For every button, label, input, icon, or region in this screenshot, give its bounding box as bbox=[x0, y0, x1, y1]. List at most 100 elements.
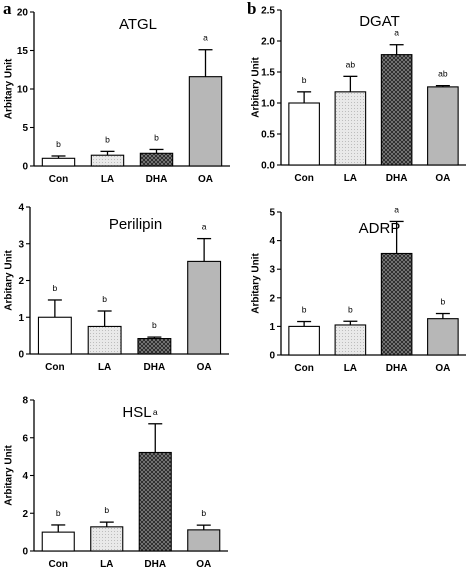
y-axis-label: Arbitary Unit bbox=[4, 250, 15, 311]
bar-con bbox=[41, 531, 75, 552]
y-tick-label: 6 bbox=[22, 433, 28, 444]
bar-dha bbox=[138, 451, 172, 552]
x-tick-label: OA bbox=[196, 559, 211, 570]
bar-dha bbox=[137, 338, 172, 355]
x-tick-label: LA bbox=[344, 173, 357, 184]
significance-letter: a bbox=[153, 407, 158, 417]
chart-title: DGAT bbox=[359, 13, 400, 30]
y-tick-label: 4 bbox=[18, 203, 24, 214]
y-tick-label: 0 bbox=[22, 162, 28, 173]
panel-letter-b: b bbox=[247, 0, 257, 18]
bar-dha bbox=[380, 252, 413, 356]
chart-title: HSL bbox=[122, 404, 151, 421]
y-tick-label: 0 bbox=[22, 547, 28, 558]
significance-letter: b bbox=[302, 305, 307, 315]
x-tick-label: LA bbox=[100, 559, 113, 570]
bar-dha bbox=[139, 152, 174, 167]
x-tick-label: OA bbox=[435, 363, 450, 374]
significance-letter: b bbox=[152, 320, 157, 330]
y-tick-label: 4 bbox=[269, 236, 275, 247]
bar-dha bbox=[380, 54, 413, 166]
x-tick-label: DHA bbox=[144, 362, 166, 373]
y-tick-label: 2.5 bbox=[261, 6, 275, 17]
y-tick-label: 2.0 bbox=[261, 37, 275, 48]
significance-letter: ab bbox=[346, 59, 356, 69]
y-tick-label: 5 bbox=[22, 123, 28, 134]
significance-letter: a bbox=[394, 28, 399, 38]
bar-oa bbox=[188, 76, 223, 167]
significance-letter: b bbox=[105, 134, 110, 144]
y-tick-label: 1.0 bbox=[261, 99, 275, 110]
y-tick-label: 4 bbox=[22, 471, 28, 482]
bar-la bbox=[90, 154, 125, 167]
y-axis-label: Arbitary Unit bbox=[4, 58, 15, 119]
significance-letter: b bbox=[102, 294, 107, 304]
bar-oa bbox=[187, 260, 222, 355]
x-tick-label: DHA bbox=[386, 173, 408, 184]
bar-oa bbox=[427, 86, 459, 166]
x-tick-label: LA bbox=[101, 174, 114, 185]
significance-letter: b bbox=[348, 304, 353, 314]
significance-letter: b bbox=[53, 283, 58, 293]
y-tick-label: 2 bbox=[269, 293, 275, 304]
x-tick-label: LA bbox=[98, 362, 111, 373]
x-tick-label: OA bbox=[198, 174, 213, 185]
significance-letter: a bbox=[202, 222, 207, 232]
significance-letter: b bbox=[56, 139, 61, 149]
bar-con bbox=[288, 325, 320, 356]
significance-letter: b bbox=[56, 508, 61, 518]
x-tick-label: Con bbox=[49, 559, 68, 570]
bar-la bbox=[334, 91, 367, 166]
significance-letter: a bbox=[203, 33, 208, 43]
significance-letter: b bbox=[154, 132, 159, 142]
significance-letter: b bbox=[104, 505, 109, 515]
y-tick-label: 0.5 bbox=[261, 130, 275, 141]
y-tick-label: 20 bbox=[17, 8, 29, 19]
bar-oa bbox=[427, 318, 459, 356]
x-tick-label: Con bbox=[294, 173, 313, 184]
x-tick-label: Con bbox=[49, 174, 68, 185]
y-tick-label: 0 bbox=[269, 351, 275, 362]
y-tick-label: 0.0 bbox=[261, 161, 275, 172]
x-tick-label: LA bbox=[344, 363, 357, 374]
y-tick-label: 8 bbox=[22, 396, 28, 407]
x-tick-label: DHA bbox=[146, 174, 168, 185]
y-tick-label: 1 bbox=[18, 313, 24, 324]
y-axis-label: Arbitary Unit bbox=[251, 253, 262, 314]
y-tick-label: 3 bbox=[269, 265, 275, 276]
y-tick-label: 5 bbox=[269, 208, 275, 219]
y-tick-label: 2 bbox=[22, 509, 28, 520]
x-tick-label: DHA bbox=[386, 363, 408, 374]
significance-letter: b bbox=[302, 75, 307, 85]
bar-la bbox=[334, 324, 367, 356]
bar-la bbox=[90, 526, 124, 552]
chart-title: ADRP bbox=[359, 220, 401, 237]
y-tick-label: 0 bbox=[18, 350, 24, 361]
bar-oa bbox=[187, 529, 221, 552]
significance-letter: a bbox=[394, 204, 399, 214]
x-tick-label: OA bbox=[197, 362, 212, 373]
y-axis-label: Arbitary Unit bbox=[251, 57, 262, 118]
significance-letter: b bbox=[201, 508, 206, 518]
y-tick-label: 10 bbox=[17, 85, 29, 96]
x-tick-label: OA bbox=[435, 173, 450, 184]
bar-con bbox=[41, 157, 76, 167]
y-tick-label: 1.5 bbox=[261, 68, 275, 79]
y-tick-label: 1 bbox=[269, 322, 275, 333]
chart-title: ATGL bbox=[119, 16, 157, 33]
y-tick-label: 3 bbox=[18, 239, 24, 250]
significance-letter: b bbox=[441, 297, 446, 307]
x-tick-label: Con bbox=[294, 363, 313, 374]
x-tick-label: Con bbox=[45, 362, 64, 373]
bar-con bbox=[288, 102, 320, 166]
bar-la bbox=[87, 325, 122, 355]
bar-con bbox=[37, 316, 72, 355]
y-tick-label: 2 bbox=[18, 276, 24, 287]
x-tick-label: DHA bbox=[144, 559, 166, 570]
y-tick-label: 15 bbox=[17, 46, 29, 57]
panel-letter-a: a bbox=[3, 0, 12, 18]
y-axis-label: Arbitary Unit bbox=[4, 445, 15, 506]
significance-letter: ab bbox=[438, 69, 448, 79]
